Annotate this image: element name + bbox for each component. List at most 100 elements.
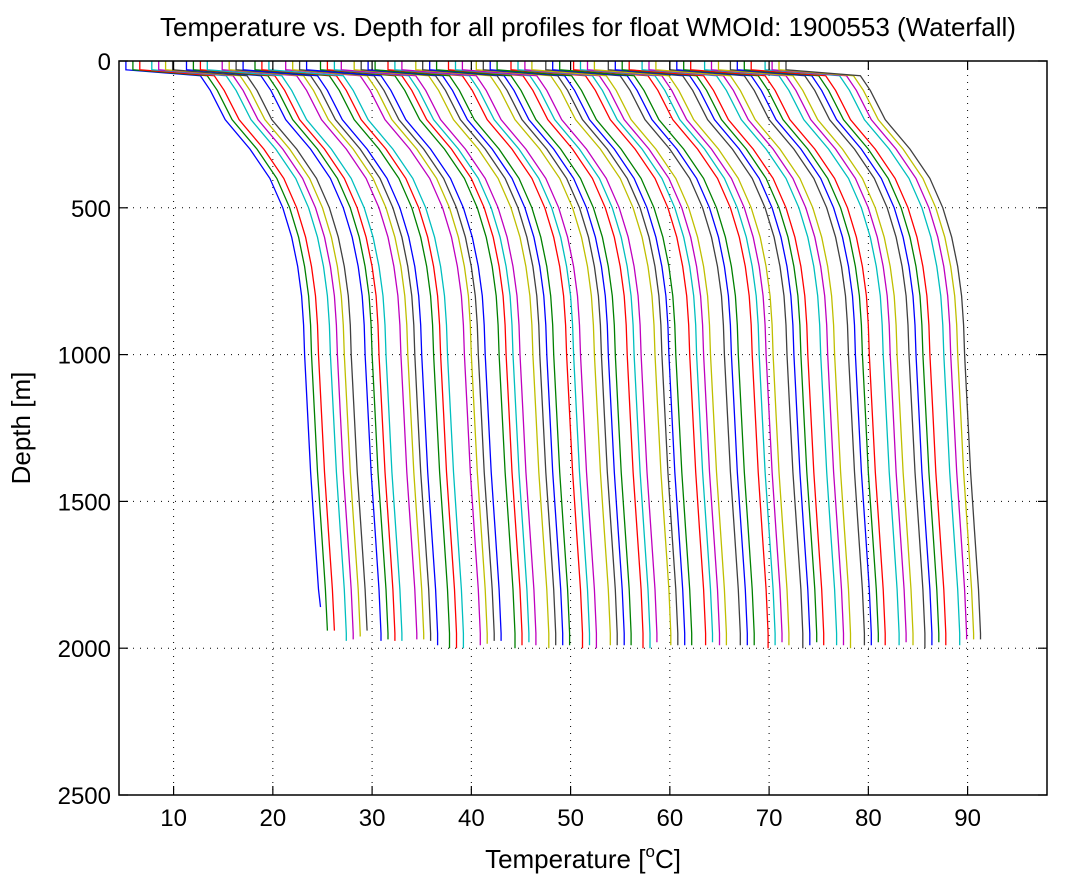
- temperature-profile-line: [185, 61, 382, 641]
- temperature-profiles: [125, 61, 982, 649]
- axis-ticks: [119, 60, 1047, 796]
- temperature-profile-line: [729, 61, 926, 649]
- temperature-profile-line: [447, 61, 644, 649]
- temperature-profile-line: [333, 61, 530, 643]
- temperature-profile-line: [192, 61, 389, 640]
- temperature-profile-line: [340, 61, 537, 646]
- temperature-profile-line: [475, 61, 672, 646]
- temperature-profile-line: [496, 61, 693, 646]
- temperature-profile-line: [199, 61, 396, 641]
- temperature-profile-line: [139, 61, 336, 631]
- temperature-profile-line: [593, 61, 790, 646]
- temperature-profile-line: [489, 61, 686, 646]
- temperature-profile-line: [461, 61, 658, 643]
- temperature-profile-line: [125, 61, 322, 608]
- temperature-profile-line: [305, 61, 502, 641]
- temperature-profile-line: [586, 61, 783, 643]
- temperature-profile-line: [415, 61, 611, 646]
- temperature-profile-line: [517, 61, 714, 643]
- x-tick-label: 90: [954, 805, 981, 832]
- temperature-profile-line: [353, 61, 550, 649]
- temperature-profile-line: [572, 61, 769, 649]
- temperature-profile-line: [151, 61, 347, 641]
- chart-title: Temperature vs. Depth for all profiles f…: [160, 12, 1016, 42]
- temperature-profile-line: [228, 61, 425, 640]
- temperature-profile-line: [242, 61, 439, 646]
- temperature-profile-line: [158, 61, 354, 640]
- temperature-profile-line: [367, 61, 564, 646]
- temperature-profile-line: [676, 61, 872, 646]
- temperature-profile-line: [531, 61, 728, 646]
- temperature-profile-line: [268, 61, 465, 649]
- temperature-profile-line: [435, 61, 632, 646]
- temperature-profile-line: [326, 61, 523, 646]
- temperature-profile-line: [387, 61, 584, 649]
- temperature-profile-line: [717, 61, 914, 646]
- temperature-profile-line: [401, 61, 598, 649]
- temperature-profile-line: [524, 61, 721, 646]
- temperature-profile-line: [254, 61, 451, 649]
- temperature-profile-line: [579, 61, 776, 646]
- temperature-profile-line: [778, 61, 975, 640]
- x-tick-label: 70: [756, 805, 783, 832]
- temperature-profile-line: [771, 61, 968, 640]
- temperature-profile-line: [764, 61, 961, 646]
- temperature-profile-line: [454, 61, 651, 649]
- temperature-profile-line: [292, 61, 488, 644]
- temperature-profile-line: [690, 61, 886, 646]
- temperature-profile-line: [552, 61, 748, 646]
- temperature-profile-line: [221, 61, 418, 640]
- temperature-profile-line: [319, 61, 516, 649]
- grid-lines: [119, 60, 1047, 796]
- temperature-profile-line: [171, 61, 368, 631]
- temperature-profile-line: [628, 61, 825, 646]
- temperature-profile-line: [235, 61, 432, 641]
- temperature-profile-line: [132, 61, 329, 631]
- temperature-profile-line: [298, 61, 495, 641]
- temperature-profile-line: [510, 61, 707, 646]
- temperature-profile-line: [261, 61, 458, 649]
- temperature-profile-line: [607, 61, 804, 649]
- y-tick-labels: 0 500 1000 1500 2000 2500: [58, 49, 111, 810]
- x-tick-label: 50: [557, 805, 584, 832]
- y-axis-title: Depth [m]: [6, 372, 36, 485]
- x-axis-title: Temperature [oC]: [485, 842, 681, 874]
- temperature-profile-line: [285, 61, 481, 646]
- temperature-profile-line: [394, 61, 591, 646]
- temperature-profile-line: [164, 61, 361, 637]
- y-tick-label: 1000: [58, 343, 111, 370]
- y-tick-label: 2000: [58, 636, 111, 663]
- temperature-profile-line: [429, 61, 625, 646]
- x-tick-labels: 10 20 30 40 50 60 70 80 90: [160, 805, 981, 832]
- temperature-profile-line: [703, 61, 900, 646]
- x-tick-label: 60: [656, 805, 683, 832]
- temperature-profile-line: [422, 61, 618, 646]
- temperature-profile-line: [545, 61, 741, 646]
- temperature-profile-line: [710, 61, 907, 643]
- temperature-profile-line: [206, 61, 403, 641]
- temperature-profile-line: [743, 61, 940, 643]
- plot-area-frame: [118, 60, 1048, 796]
- temperature-profile-line: [648, 61, 845, 646]
- temperature-profile-line: [559, 61, 755, 646]
- y-tick-label: 2500: [58, 783, 111, 810]
- temperature-profile-line: [655, 61, 852, 649]
- temperature-profile-line: [614, 61, 811, 646]
- temperature-profile-line: [736, 61, 933, 646]
- temperature-profile-line: [374, 61, 571, 646]
- temperature-profile-line: [641, 61, 838, 646]
- temperature-profile-line: [669, 61, 866, 646]
- x-tick-label: 20: [259, 805, 286, 832]
- x-tick-label: 80: [855, 805, 882, 832]
- temperature-profile-line: [621, 61, 818, 643]
- temperature-profile-line: [360, 61, 557, 646]
- temperature-profile-line: [482, 61, 679, 646]
- y-tick-label: 1500: [58, 489, 111, 516]
- temperature-profile-line: [750, 61, 947, 646]
- x-tick-label: 40: [458, 805, 485, 832]
- y-tick-label: 500: [71, 196, 111, 223]
- temperature-profile-line: [785, 61, 982, 640]
- temperature-profile-line: [683, 61, 879, 643]
- y-tick-label: 0: [98, 49, 111, 76]
